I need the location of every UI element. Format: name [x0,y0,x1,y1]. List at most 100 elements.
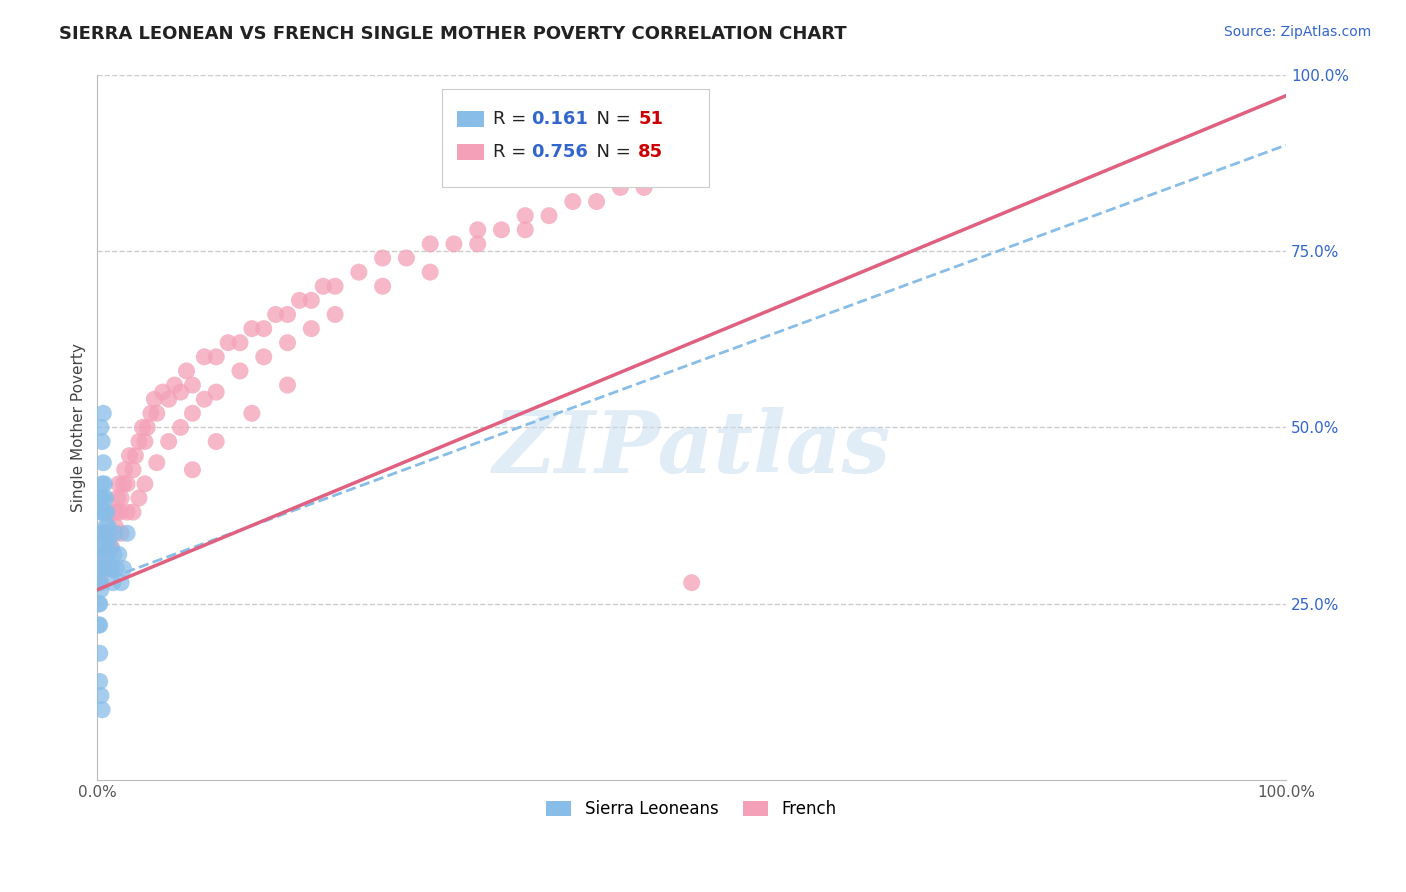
Text: Source: ZipAtlas.com: Source: ZipAtlas.com [1223,25,1371,39]
Point [157,392,180,407]
Point [136,420,159,434]
Point [93,476,115,491]
Point [101,575,124,590]
Text: N =: N = [585,110,636,128]
Point [90,505,112,519]
Point [107,491,129,505]
Point [98,561,121,575]
Point [169,385,191,400]
Point [229,335,252,350]
Point [122,505,145,519]
Point [90,561,112,575]
Point [101,505,124,519]
Point [467,223,489,237]
Point [91,406,114,420]
Point [87,575,110,590]
Point [115,526,138,541]
Point [419,265,441,279]
Point [114,463,136,477]
Text: 85: 85 [638,143,664,161]
Point [89,597,111,611]
Point [98,561,121,575]
Point [90,582,112,597]
Point [90,491,112,505]
Point [561,194,583,209]
Point [193,350,215,364]
Point [105,505,128,519]
Point [100,526,122,541]
Point [264,308,287,322]
Point [104,519,127,533]
Text: SIERRA LEONEAN VS FRENCH SINGLE MOTHER POVERTY CORRELATION CHART: SIERRA LEONEAN VS FRENCH SINGLE MOTHER P… [59,25,846,43]
Point [253,350,276,364]
Text: R =: R = [494,110,531,128]
Point [419,236,441,251]
Point [288,293,311,308]
Point [395,251,418,265]
Point [93,541,115,555]
Point [91,456,114,470]
Point [193,392,215,407]
Point [105,561,128,575]
Point [299,321,322,335]
Point [98,526,121,541]
Point [87,548,110,562]
Point [240,321,263,335]
Point [90,420,112,434]
Point [87,597,110,611]
Point [299,293,322,308]
Point [134,434,156,449]
Point [91,703,114,717]
Point [277,335,299,350]
Point [585,194,607,209]
Point [94,491,117,505]
Point [90,541,112,555]
Point [87,618,110,632]
Point [112,561,135,575]
Point [134,476,156,491]
Point [115,505,138,519]
Y-axis label: Single Mother Poverty: Single Mother Poverty [72,343,86,512]
Point [609,180,631,194]
Point [152,385,174,400]
Point [323,279,346,293]
Text: 51: 51 [638,110,664,128]
Point [110,491,132,505]
Point [91,476,114,491]
Point [94,526,117,541]
Point [118,449,141,463]
Point [96,533,118,548]
Point [89,575,111,590]
Point [90,689,112,703]
Point [491,223,513,237]
Point [110,526,132,541]
Point [100,541,122,555]
Point [312,279,335,293]
Point [89,646,111,660]
Point [89,561,111,575]
Point [347,265,370,279]
Point [515,223,537,237]
Point [467,236,489,251]
Point [277,308,299,322]
Point [371,279,394,293]
Point [181,378,204,392]
Point [89,618,111,632]
Point [146,406,169,420]
Point [96,561,118,575]
Point [91,561,114,575]
Point [97,519,120,533]
Point [91,491,114,505]
Point [91,548,114,562]
Text: N =: N = [585,143,636,161]
Point [89,526,111,541]
Point [253,321,276,335]
Point [115,476,138,491]
Point [181,406,204,420]
FancyBboxPatch shape [441,88,710,187]
Point [91,561,114,575]
Point [657,166,679,180]
Point [205,434,228,449]
Point [229,364,252,378]
Legend: Sierra Leoneans, French: Sierra Leoneans, French [540,794,844,825]
